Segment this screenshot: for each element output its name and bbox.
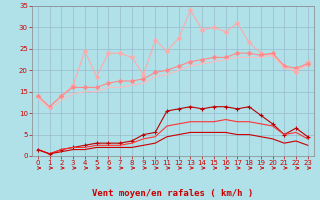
Text: Vent moyen/en rafales ( km/h ): Vent moyen/en rafales ( km/h ) [92,189,253,198]
